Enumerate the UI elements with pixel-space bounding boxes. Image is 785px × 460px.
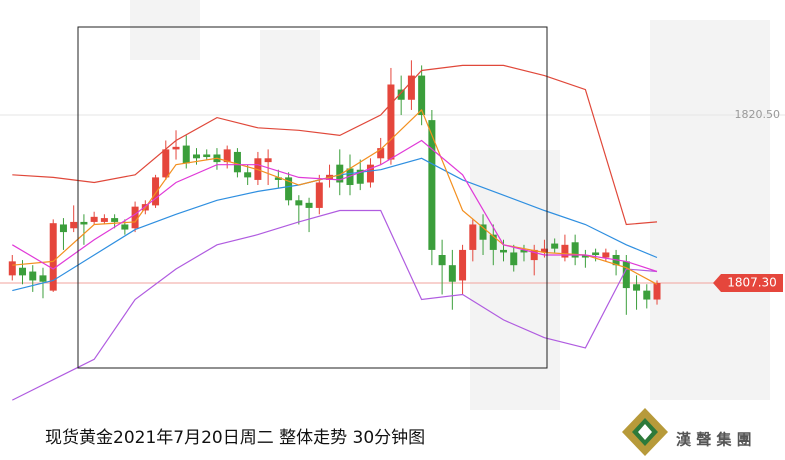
candle-body (223, 149, 231, 163)
candle-body (643, 290, 651, 300)
background (130, 0, 770, 410)
y-tick-label: 1820.50 (735, 108, 781, 121)
candle-body (172, 146, 180, 150)
candle-body (551, 243, 559, 249)
last-price-flag (713, 273, 783, 292)
candle-body (285, 177, 293, 201)
indicator-line (12, 157, 658, 292)
candle-body (407, 75, 415, 100)
candle-body (448, 265, 456, 282)
candle-body (295, 200, 303, 206)
candle-body (264, 158, 272, 163)
annotation-box (77, 26, 548, 369)
candle-body (315, 182, 323, 208)
candle-body (377, 148, 385, 159)
candle-body (162, 149, 170, 178)
candle-body (438, 255, 446, 266)
candle-body (500, 249, 508, 253)
indicator-line (11, 139, 658, 273)
indicator-line (12, 64, 658, 226)
candle-body (459, 249, 467, 281)
candle-body (653, 282, 661, 300)
candle-body (479, 224, 487, 240)
candle-body (530, 249, 538, 261)
candle-body (305, 202, 313, 208)
candle-body (561, 244, 569, 258)
candle-body (428, 120, 436, 250)
candle-body (19, 267, 27, 276)
candle-body (203, 154, 211, 158)
candle-body (100, 218, 108, 222)
candle-body (520, 249, 528, 253)
candle-body (510, 252, 518, 266)
candle-body (90, 216, 98, 222)
last-price-label: 1807.30 (727, 275, 777, 289)
candle-body (356, 169, 364, 184)
candle-body (111, 218, 119, 222)
candle-body (152, 177, 160, 206)
candle-body (602, 252, 610, 258)
candle-body (59, 224, 67, 233)
candle-body (581, 255, 589, 258)
candle-body (70, 221, 78, 229)
indicator-line (12, 209, 658, 401)
candle-body (418, 75, 426, 116)
candle-body (571, 242, 579, 258)
candle-body (366, 164, 374, 183)
chart-title: 现货黄金2021年7月20日周二 整体走势 30分钟图 (45, 428, 425, 448)
candle-body (274, 177, 282, 180)
candle-body (336, 164, 344, 183)
candle-body (489, 234, 497, 250)
candle-body (469, 224, 477, 250)
indicator-line (12, 108, 658, 285)
candle-body (80, 221, 88, 225)
candle-body (131, 206, 139, 229)
candle-body (39, 275, 47, 282)
candle-body (29, 271, 37, 281)
candle-body (192, 154, 200, 159)
candle-body (233, 151, 241, 173)
candle-body (633, 284, 641, 291)
candle-body (121, 224, 129, 230)
candle-body (8, 261, 16, 276)
brand-logo: 漢 聲 集 團 (622, 408, 752, 456)
candle-body (49, 223, 57, 291)
candle-body (592, 252, 600, 256)
brand-name: 漢 聲 集 團 (676, 431, 752, 449)
candle-body (182, 145, 190, 164)
candle-body (540, 248, 548, 253)
candle-body (244, 172, 252, 178)
candle-body (622, 261, 630, 289)
candle-body (397, 89, 405, 100)
candle-body (387, 84, 395, 160)
